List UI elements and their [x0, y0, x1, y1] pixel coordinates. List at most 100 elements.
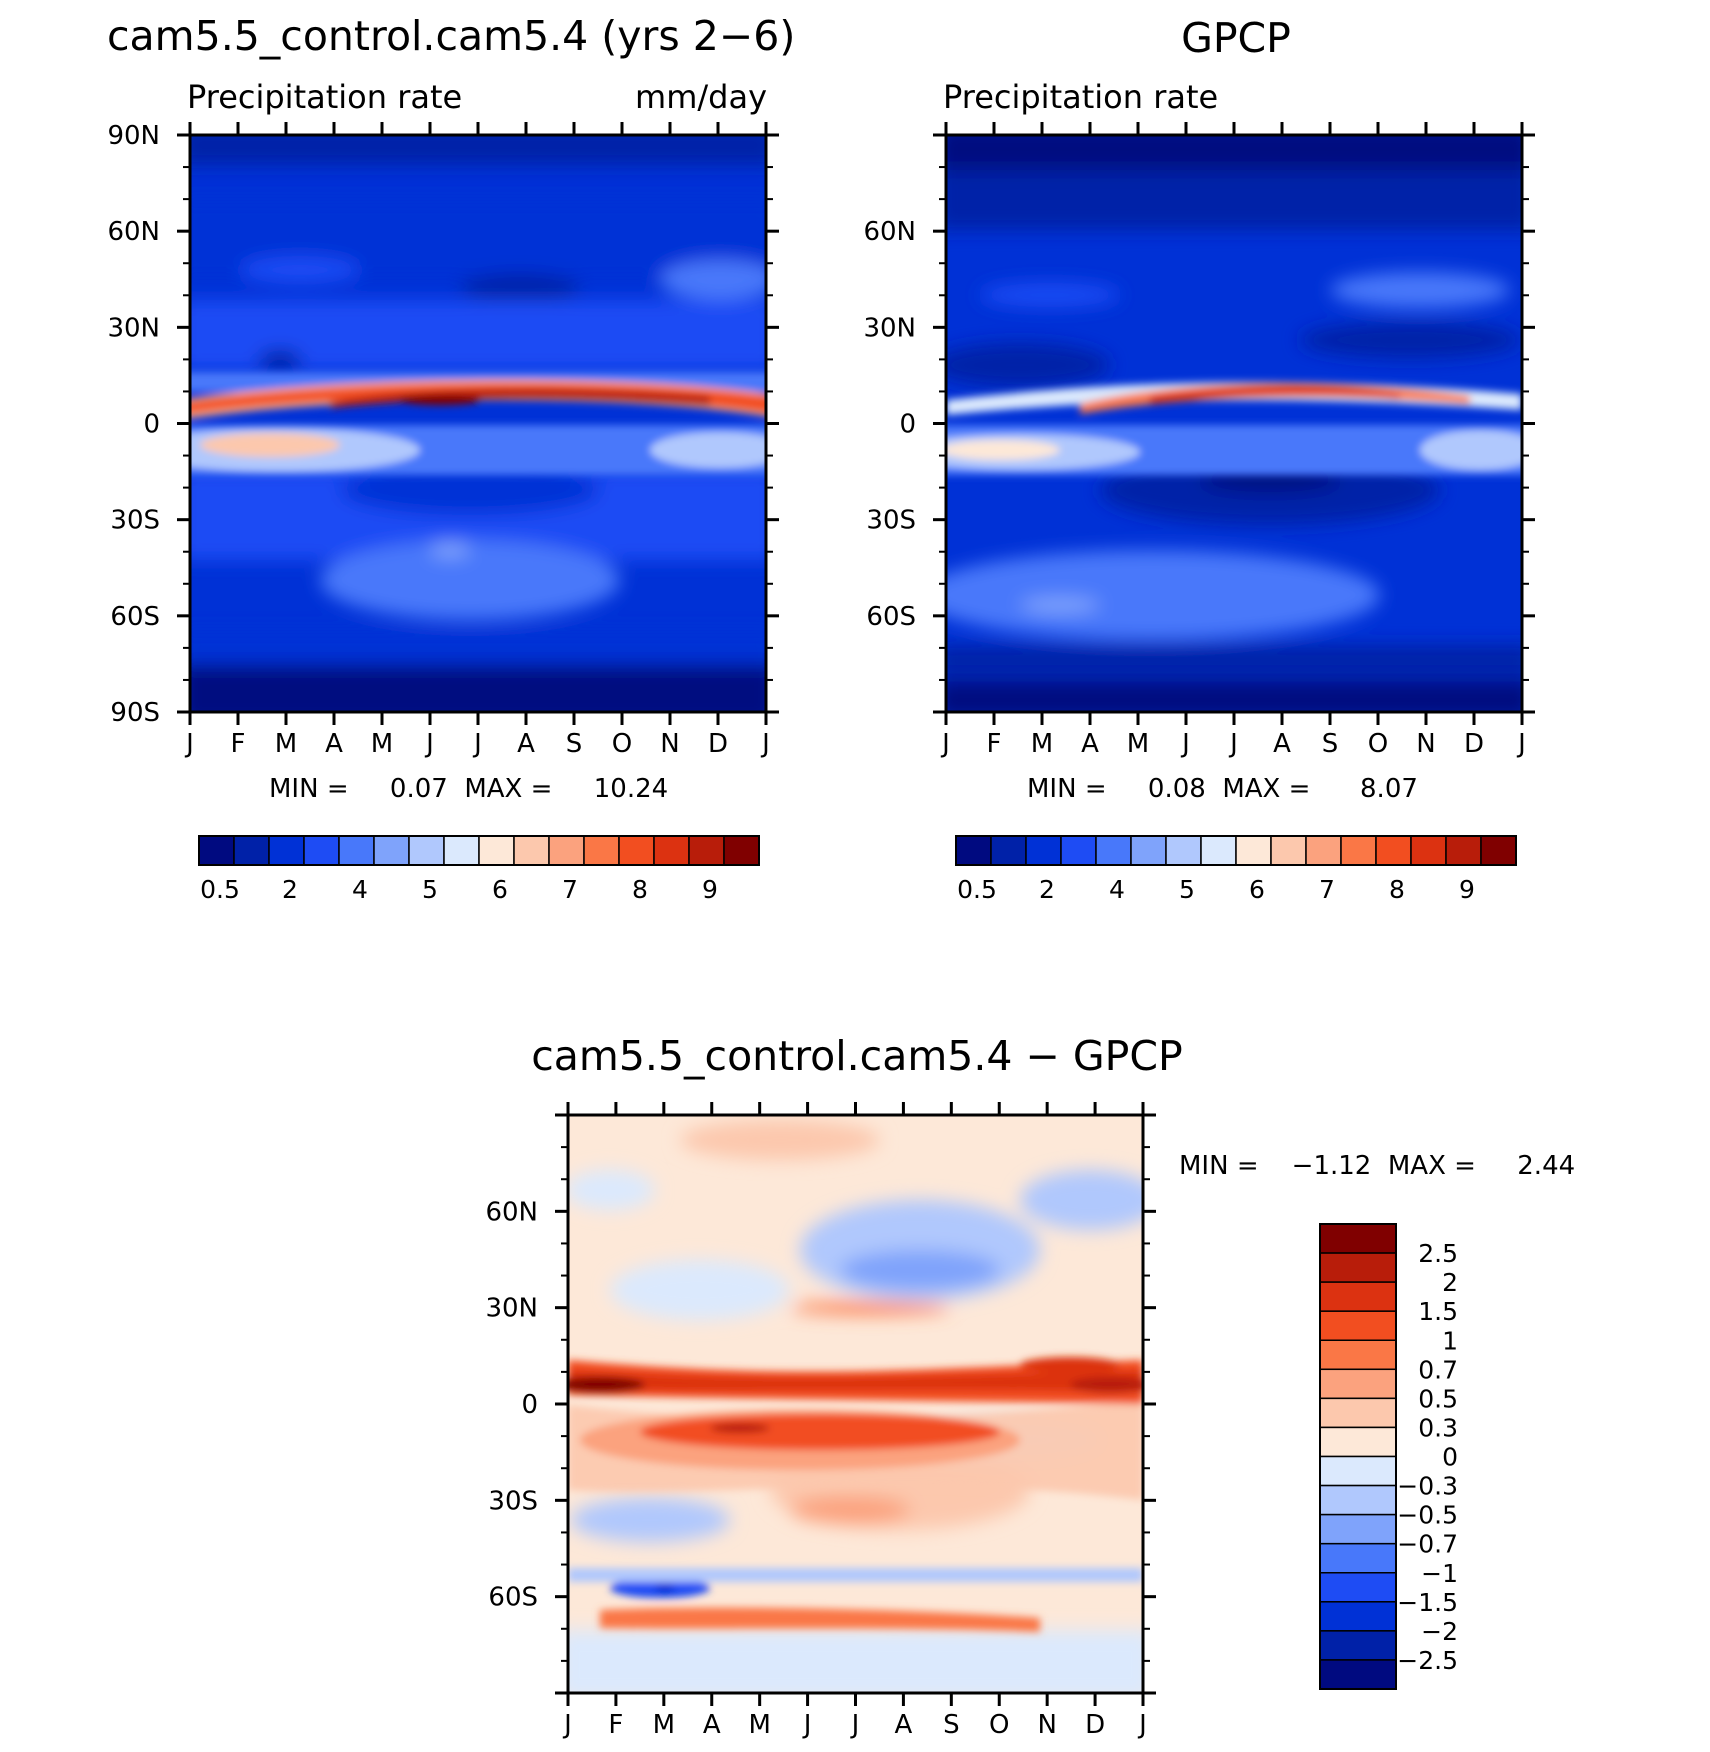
x-tick-label: D [1085, 1710, 1105, 1740]
panel-model-colorbar: 0.5 2 4 5 6 7 8 9 [198, 835, 760, 904]
colorbar-swatch [1319, 1368, 1397, 1400]
x-tick-label: M [748, 1710, 770, 1740]
panel-obs: GPCP Precipitation rate [863, 14, 1535, 904]
panel-diff-field [568, 1115, 1143, 1693]
colorbar-label: 0.5 [200, 875, 240, 904]
colorbar-label: 5 [422, 875, 438, 904]
colorbar-label: −2.5 [1397, 1646, 1458, 1675]
colorbar-label: 9 [702, 875, 718, 904]
panel-diff-title: cam5.5_control.cam5.4 − GPCP [531, 1032, 1183, 1080]
colorbar-swatch [1319, 1572, 1397, 1603]
colorbar-label: 0.5 [957, 875, 997, 904]
x-tick-label: A [325, 729, 343, 759]
x-tick-label: J [562, 1710, 572, 1740]
colorbar-label: 7 [1319, 875, 1335, 904]
x-tick-label: S [1322, 729, 1339, 759]
colorbar-swatch [583, 835, 620, 866]
panel-model-title: cam5.5_control.cam5.4 (yrs 2−6) [107, 12, 795, 60]
colorbar-swatch [723, 835, 760, 866]
x-tick-label: M [653, 1710, 675, 1740]
colorbar-swatch [198, 835, 235, 866]
colorbar-swatch [990, 835, 1027, 866]
panel-model: cam5.5_control.cam5.4 (yrs 2−6) Precipit… [107, 12, 795, 904]
colorbar-label: −1 [1421, 1559, 1458, 1588]
colorbar-swatch [653, 835, 690, 866]
colorbar-swatch [513, 835, 550, 866]
x-tick-label: M [275, 729, 297, 759]
colorbar-swatch [688, 835, 725, 866]
colorbar-label: 2 [1039, 875, 1055, 904]
y-tick-label: 30S [110, 506, 160, 536]
colorbar-label: −0.3 [1397, 1472, 1458, 1501]
y-tick-label: 60S [110, 602, 160, 632]
x-tick-label: J [1516, 729, 1526, 759]
colorbar-swatch [1270, 835, 1307, 866]
x-tick-label: J [940, 729, 950, 759]
panel-model-y-axis: 90N 60N 30N 0 30S 60S 90S [107, 121, 160, 728]
colorbar-swatch [1319, 1310, 1397, 1341]
colorbar-swatch [1375, 835, 1412, 866]
x-tick-label: J [1137, 1710, 1147, 1740]
x-tick-label: J [1180, 729, 1190, 759]
colorbar-swatch [1025, 835, 1062, 866]
y-tick-label: 60N [863, 217, 916, 247]
panel-obs-colorbar: 0.5 2 4 5 6 7 8 9 [955, 835, 1517, 904]
x-tick-label: O [989, 1710, 1009, 1740]
colorbar-swatch [548, 835, 585, 866]
y-tick-label: 60N [107, 217, 160, 247]
colorbar-label: 0 [1442, 1443, 1458, 1472]
panel-obs-subtitle: Precipitation rate [943, 78, 1218, 116]
x-tick-label: N [660, 729, 679, 759]
colorbar-frame [198, 835, 760, 866]
colorbar-swatch [1095, 835, 1132, 866]
colorbar-swatch [268, 835, 305, 866]
x-tick-label: A [895, 1710, 913, 1740]
colorbar-label: 7 [562, 875, 578, 904]
colorbar-swatch [373, 835, 410, 866]
x-tick-label: J [1228, 729, 1238, 759]
colorbar-label: 4 [352, 875, 368, 904]
y-tick-label: 60S [866, 602, 916, 632]
colorbar-swatch [955, 835, 992, 866]
colorbar-frame [955, 835, 1517, 866]
panel-model-field [190, 135, 766, 712]
colorbar-swatch [303, 835, 340, 866]
x-tick-label: F [608, 1710, 623, 1740]
colorbar-label: 8 [632, 875, 648, 904]
colorbar-label: 8 [1389, 875, 1405, 904]
x-tick-label: J [424, 729, 434, 759]
colorbar-label: 0.5 [1418, 1384, 1458, 1413]
colorbar-swatch [1319, 1426, 1397, 1458]
colorbar-label: 5 [1179, 875, 1195, 904]
x-tick-label: J [184, 729, 194, 759]
colorbar-label: 0.7 [1418, 1355, 1458, 1384]
colorbar-swatch [408, 835, 445, 866]
colorbar-swatch [1319, 1513, 1397, 1545]
colorbar-swatch [1319, 1455, 1397, 1487]
colorbar-swatch [1319, 1281, 1397, 1312]
y-tick-label: 30N [485, 1294, 538, 1324]
panel-obs-title: GPCP [1181, 14, 1291, 62]
colorbar-swatch [1130, 835, 1167, 866]
panel-model-units: mm/day [635, 78, 767, 116]
colorbar-label: 2.5 [1418, 1239, 1458, 1268]
colorbar-swatch [1445, 835, 1482, 866]
y-tick-label: 90N [107, 121, 160, 151]
panel-model-ticks [177, 122, 779, 725]
colorbar-label: −2 [1421, 1617, 1458, 1646]
colorbar-label: 6 [1249, 875, 1265, 904]
colorbar-label: 6 [492, 875, 508, 904]
x-tick-label: J [802, 1710, 812, 1740]
x-tick-label: D [708, 729, 728, 759]
x-tick-label: D [1464, 729, 1484, 759]
x-tick-label: J [760, 729, 770, 759]
panel-obs-y-axis: 60N 30N 0 30S 60S [863, 217, 916, 632]
colorbar-label: 1 [1442, 1326, 1458, 1355]
colorbar-swatch [233, 835, 270, 866]
x-tick-label: A [1081, 729, 1099, 759]
panel-model-minmax: MIN = 0.07 MAX = 10.24 [269, 774, 668, 804]
x-tick-label: O [612, 729, 632, 759]
